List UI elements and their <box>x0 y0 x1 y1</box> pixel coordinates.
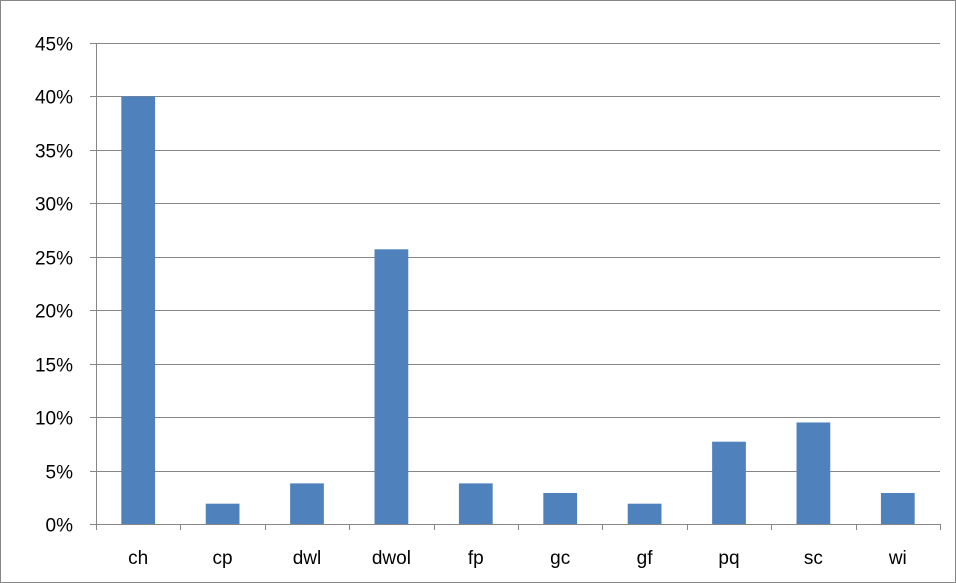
x-tick-label: gf <box>637 548 654 569</box>
x-tick-label: cp <box>213 548 233 569</box>
x-tick-label: gc <box>550 548 570 569</box>
x-tick-label: fp <box>468 548 484 569</box>
x-tick-label: ch <box>128 548 148 569</box>
bar-pq <box>712 441 746 524</box>
x-tick-label: wi <box>888 548 907 569</box>
y-tick-labels: 0% 5% 10% 15% 20% 25% 30% 35% 40% 45% <box>35 35 73 537</box>
y-tick-label: 20% <box>35 302 73 323</box>
bar-gc <box>543 493 578 524</box>
y-tick-label: 30% <box>35 195 73 216</box>
bar-dwl <box>290 483 324 524</box>
y-tick-label: 35% <box>35 142 73 163</box>
bar-gf <box>627 503 662 524</box>
x-tick-label: dwl <box>293 548 322 569</box>
y-tick-label: 5% <box>46 463 74 484</box>
x-tick-label: sc <box>804 548 823 569</box>
y-tick-label: 40% <box>35 88 73 109</box>
bar-cp <box>205 503 240 524</box>
bar-sc <box>796 422 831 524</box>
y-tick-label: 45% <box>35 35 73 56</box>
x-tick-labels: ch cp dwl dwol fp gc gf pq sc wi <box>128 548 907 569</box>
y-tick-label: 15% <box>35 356 73 377</box>
axes <box>96 43 941 530</box>
x-tick-label: pq <box>718 548 739 569</box>
bars <box>121 96 915 524</box>
y-tick-label: 0% <box>46 516 74 537</box>
y-tick-label: 25% <box>35 249 73 270</box>
bar-dwol <box>374 249 409 524</box>
bar-fp <box>458 483 493 524</box>
bar-ch <box>121 96 156 524</box>
bar-wi <box>880 493 915 524</box>
x-tick-label: dwol <box>372 548 411 569</box>
y-tick-label: 10% <box>35 409 73 430</box>
